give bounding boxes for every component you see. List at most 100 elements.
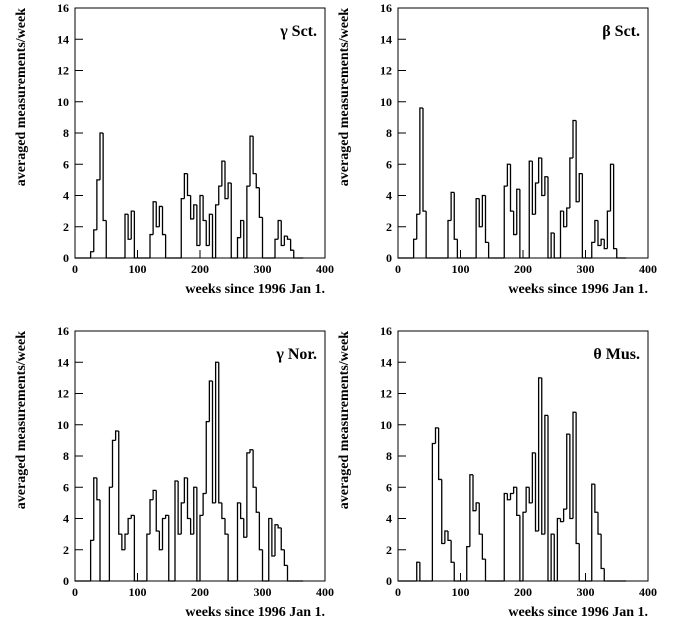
histogram-step xyxy=(99,499,104,582)
histogram-step xyxy=(89,251,94,258)
y-tick-label: 12 xyxy=(57,64,69,78)
histogram-step xyxy=(174,480,179,581)
histogram-step xyxy=(537,157,542,183)
histogram-step xyxy=(252,449,257,488)
histogram-step xyxy=(512,211,517,236)
y-tick-label: 10 xyxy=(380,418,392,432)
histogram-step xyxy=(155,201,160,228)
histogram-step xyxy=(286,236,291,240)
x-tick-label: 300 xyxy=(254,262,272,276)
y-tick-label: 4 xyxy=(386,189,392,203)
histogram-step xyxy=(562,508,567,522)
histogram-step xyxy=(255,487,260,513)
histogram-step xyxy=(249,449,254,453)
histogram-step xyxy=(255,173,260,189)
histogram-step xyxy=(236,502,241,581)
histogram-step xyxy=(506,493,511,501)
histogram-step xyxy=(199,194,204,246)
x-tick-label: 400 xyxy=(316,262,334,276)
histogram-step xyxy=(180,197,185,258)
histogram-step xyxy=(591,241,595,258)
histogram-step xyxy=(528,487,533,504)
histogram-step xyxy=(130,514,135,519)
y-tick-label: 16 xyxy=(380,1,392,15)
histogram-step xyxy=(183,477,188,503)
histogram-step xyxy=(183,172,188,199)
y-tick-label: 10 xyxy=(57,95,69,109)
y-tick-label: 0 xyxy=(63,251,69,265)
histogram-step xyxy=(441,479,445,545)
histogram-step xyxy=(93,229,97,252)
x-tick-label: 100 xyxy=(452,262,470,276)
y-axis-label: averaged measurements/week xyxy=(337,331,352,509)
histogram-step xyxy=(146,533,150,581)
histogram-step xyxy=(569,157,573,208)
histogram-step xyxy=(616,248,620,259)
histogram-step xyxy=(96,477,100,501)
histogram-step xyxy=(503,492,508,581)
y-tick-label: 6 xyxy=(63,157,69,171)
x-tick-label: 100 xyxy=(452,585,470,599)
y-tick-label: 10 xyxy=(57,418,69,432)
histogram-step xyxy=(553,534,558,582)
histogram-step xyxy=(544,176,548,196)
histogram-step xyxy=(503,185,508,258)
histogram-step xyxy=(246,452,250,538)
histogram-step xyxy=(127,517,132,535)
histogram-step xyxy=(211,214,216,259)
histogram-step xyxy=(419,562,423,582)
histogram-step xyxy=(261,549,266,582)
histogram-step xyxy=(547,415,552,582)
histogram-step xyxy=(202,195,207,222)
histogram-step xyxy=(105,220,110,259)
histogram-step xyxy=(444,530,448,544)
histogram-step xyxy=(509,164,514,212)
histogram-step xyxy=(271,518,275,557)
histogram-step xyxy=(544,414,548,535)
histogram-step xyxy=(609,163,614,212)
histogram-step xyxy=(594,484,598,513)
histogram-step xyxy=(612,164,617,250)
histogram-step xyxy=(581,173,586,259)
panel: 0 2 4 6 8 10 12 14 16 0 100 200 300 400 weeks since 19… xyxy=(14,324,334,620)
histogram-step xyxy=(531,161,536,215)
histogram-step xyxy=(164,234,169,259)
histogram-step xyxy=(531,452,536,503)
y-tick-label: 16 xyxy=(380,324,392,338)
y-tick-label: 2 xyxy=(386,543,392,557)
histogram-step xyxy=(422,108,427,212)
panel: 0 2 4 6 8 10 12 14 16 0 100 200 300 400 weeks since 19… xyxy=(337,324,657,620)
x-tick-label: 200 xyxy=(514,585,532,599)
histogram-step xyxy=(249,135,254,187)
histogram-step xyxy=(506,163,511,187)
histogram-step xyxy=(161,206,166,236)
x-tick-label: 400 xyxy=(639,262,657,276)
histogram-step xyxy=(152,201,157,235)
y-tick-label: 2 xyxy=(63,220,69,234)
histogram-step xyxy=(149,499,154,535)
y-tick-label: 4 xyxy=(386,512,392,526)
histogram-step xyxy=(221,502,225,520)
histogram-step xyxy=(556,517,561,581)
y-tick-label: 10 xyxy=(380,95,392,109)
x-tick-label: 200 xyxy=(191,262,209,276)
histogram-step xyxy=(425,211,430,259)
y-axis-label: averaged measurements/week xyxy=(14,331,29,509)
histogram-step xyxy=(114,430,119,441)
y-tick-label: 12 xyxy=(380,387,392,401)
x-tick-label: 0 xyxy=(72,262,78,276)
histogram-step xyxy=(118,431,122,535)
histogram-step xyxy=(283,235,288,246)
histogram-step xyxy=(534,182,539,215)
histogram-step xyxy=(155,490,160,532)
histogram-step xyxy=(124,213,129,258)
histogram-step xyxy=(227,534,232,582)
histogram-step xyxy=(133,515,138,582)
y-tick-label: 0 xyxy=(386,574,392,588)
x-tick-label: 300 xyxy=(254,585,272,599)
histogram-step xyxy=(566,207,570,227)
histogram-step xyxy=(133,211,138,259)
x-tick-label: 400 xyxy=(316,585,334,599)
histogram-step xyxy=(293,250,297,259)
